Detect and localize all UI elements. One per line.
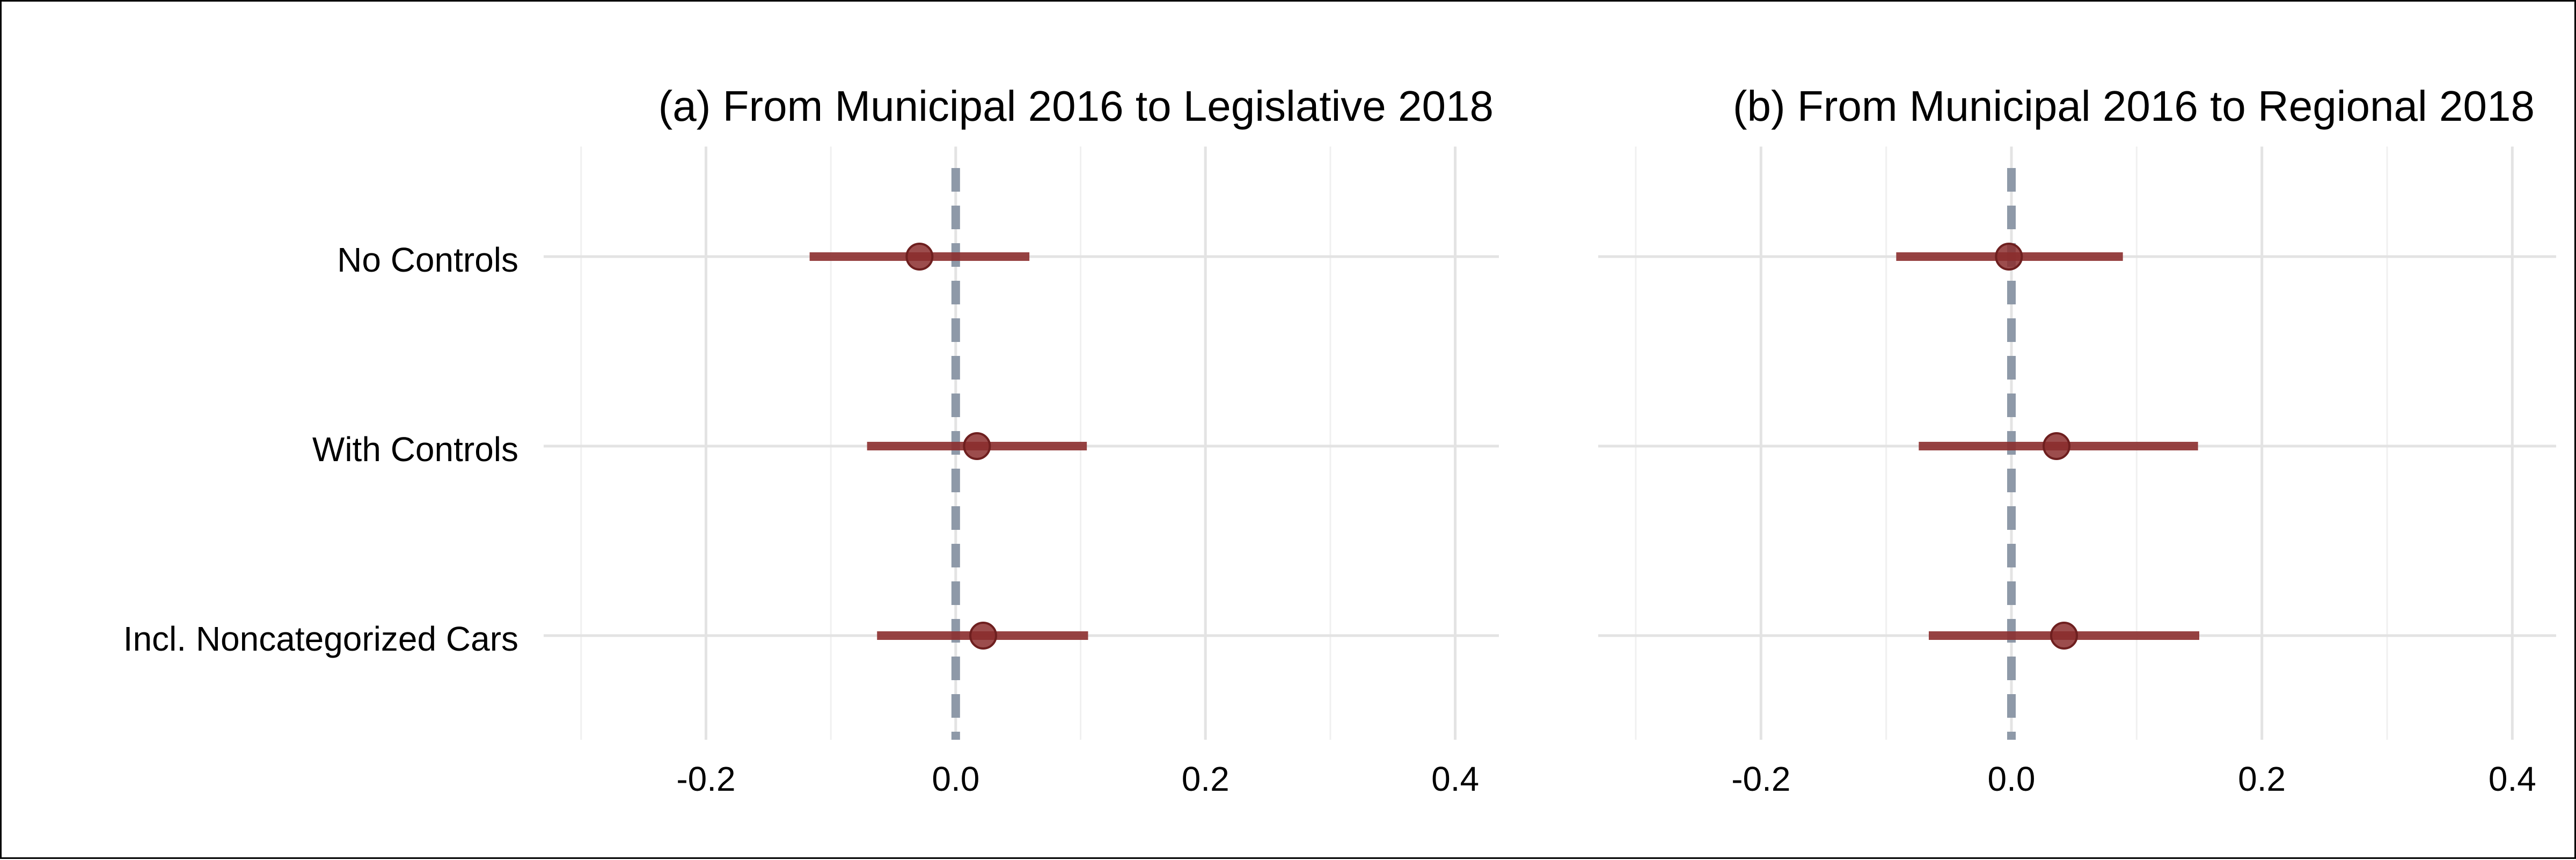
x-tick-label: 0.0 <box>1988 760 2036 798</box>
panel-title: (a) From Municipal 2016 to Legislative 2… <box>658 82 1494 130</box>
x-tick-label: -0.2 <box>676 760 735 798</box>
x-tick-label: 0.2 <box>1182 760 1230 798</box>
panel-b: -0.2 0.0 0.2 0.4 (b) From Municipal 2016 to … <box>1598 82 2556 798</box>
x-tick-label: -0.2 <box>1731 760 1790 798</box>
point-estimate <box>969 622 998 650</box>
x-tick-label: 0.4 <box>1431 760 1479 798</box>
x-tick-label: 0.2 <box>2238 760 2286 798</box>
row-labels: No Controls With Controls Incl. Noncateg… <box>123 240 518 658</box>
panel-a: -0.2 0.0 0.2 0.4 (a) From Municipal 2016 to … <box>544 82 1499 798</box>
point-estimate <box>1995 243 2023 271</box>
panel-title: (b) From Municipal 2016 to Regional 2018 <box>1733 82 2535 130</box>
point-estimate <box>905 243 934 271</box>
row-label-no-controls: No Controls <box>337 240 518 279</box>
point-estimate <box>963 432 991 460</box>
row-label-with-controls: With Controls <box>312 430 518 469</box>
point-estimate <box>2050 622 2078 650</box>
row-label-incl-noncategorized-cars: Incl. Noncategorized Cars <box>123 620 518 658</box>
x-tick-label: 0.4 <box>2489 760 2536 798</box>
panels: -0.2 0.0 0.2 0.4 (a) From Municipal 2016 to … <box>544 82 2556 798</box>
point-estimate <box>2043 432 2070 460</box>
x-tick-label: 0.0 <box>932 760 979 798</box>
